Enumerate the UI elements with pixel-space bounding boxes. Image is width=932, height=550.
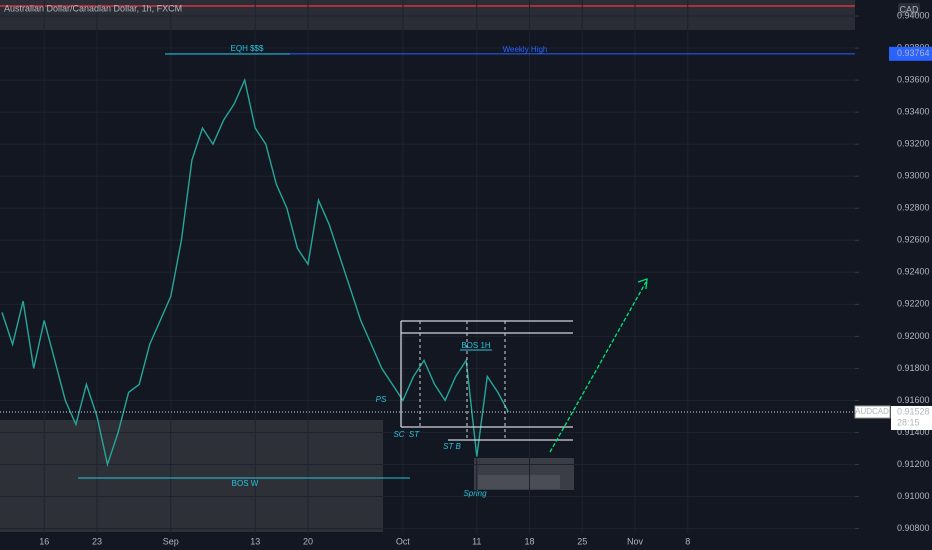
y-tick-label: 0.94000 [897, 10, 930, 20]
x-tick-label: 16 [39, 536, 49, 546]
y-tick-label: 0.92800 [897, 203, 930, 213]
weekly-high-badge [889, 46, 932, 61]
x-tick-label: 18 [524, 536, 534, 546]
y-tick-label: 0.91600 [897, 395, 930, 405]
x-tick-label: 13 [250, 536, 260, 546]
x-tick-label: Sep [163, 536, 179, 546]
x-tick-label: Oct [396, 536, 411, 546]
overlay: 0.90800 0.91000 0.91200 0.91400 0.91600 0.918… [39, 10, 932, 546]
price-line [1, 77, 510, 468]
y-tick-label: 0.91000 [897, 491, 930, 501]
demand-zone [0, 420, 383, 532]
x-tick-label: 8 [685, 536, 690, 546]
annotation: PS [376, 395, 387, 404]
annotation: Spring [463, 489, 487, 498]
currency: CAD [899, 4, 919, 14]
annotation: ST B [443, 442, 461, 451]
last-price-label: 0.91528 [897, 406, 930, 416]
y-tick-label: 0.93400 [897, 107, 930, 117]
weekly-high-label: 0.93764 [897, 48, 930, 58]
title: Australian Dollar/Canadian Dollar, 1h, F… [4, 3, 182, 13]
annotation: Weekly High [503, 45, 548, 54]
grid [0, 0, 855, 533]
annotation: ST [409, 430, 420, 439]
countdown: 28:15 [897, 417, 920, 427]
y-tick-label: 0.92600 [897, 235, 930, 245]
y-tick-label: 0.93200 [897, 139, 930, 149]
y-tick-label: 0.91400 [897, 427, 930, 437]
arrow-line [549, 281, 647, 453]
time-axis [0, 533, 932, 550]
spring-zone-inner [478, 475, 560, 489]
y-tick-label: 0.91200 [897, 459, 930, 469]
x-tick-label: 25 [577, 536, 587, 546]
annotation: BOS W [232, 479, 259, 488]
y-tick-label: 0.91800 [897, 363, 930, 373]
y-tick-label: 0.92000 [897, 331, 930, 341]
x-tick-label: 11 [472, 536, 481, 546]
last-price-badge [891, 405, 932, 430]
x-tick-label: 20 [303, 536, 313, 546]
dashed-verticals [419, 321, 506, 440]
x-tick-label: Nov [627, 536, 644, 546]
currency-badge [898, 3, 920, 16]
y-tick-label: 0.92200 [897, 299, 930, 309]
y-tick-label: 0.90800 [897, 523, 930, 533]
y-tick-label: 0.93000 [897, 171, 930, 181]
arrow-head [637, 278, 648, 290]
range-lines [400, 320, 573, 441]
annotation: EQH $$$ [231, 44, 264, 53]
x-tick-label: 23 [92, 536, 102, 546]
annotation: SC [393, 430, 404, 439]
symbol: AUDCAD [855, 407, 889, 416]
y-tick-label: 0.92400 [897, 267, 930, 277]
price-axis [855, 0, 932, 550]
top-zone [0, 0, 855, 30]
annotation: BOS 1H [461, 341, 491, 350]
symbol-badge [854, 405, 891, 419]
y-tick-label: 0.93600 [897, 74, 930, 84]
